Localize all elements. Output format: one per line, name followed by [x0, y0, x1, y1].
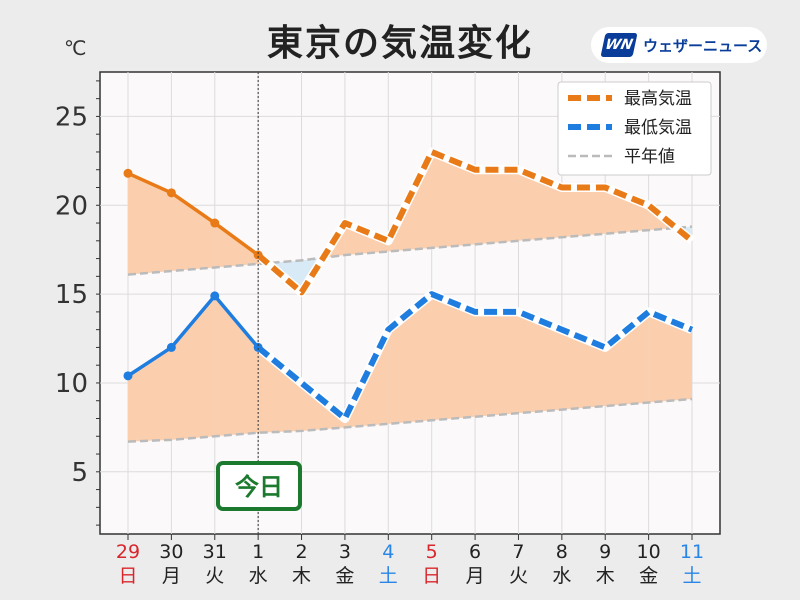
x-tick-day: 日: [422, 565, 441, 587]
x-tick-day: 火: [205, 565, 224, 587]
x-tick-date: 1: [252, 541, 264, 563]
low-above-normal-fill: [171, 295, 215, 440]
today-badge-label: 今日: [235, 473, 283, 501]
low-above-normal-fill: [561, 329, 606, 410]
low-above-normal-fill: [128, 347, 172, 442]
high-above-normal-fill: [605, 187, 649, 234]
x-tick-day: 木: [292, 565, 311, 587]
max-temp-point: [210, 218, 220, 228]
x-tick-day: 金: [335, 565, 354, 587]
x-tick-day: 土: [682, 565, 701, 587]
x-tick-date: 7: [512, 541, 524, 563]
x-tick-day: 金: [639, 565, 658, 587]
min-temp-point: [166, 342, 176, 352]
high-above-normal-fill: [171, 192, 215, 272]
high-above-normal-fill: [431, 151, 476, 248]
high-above-normal-fill: [475, 169, 519, 245]
max-temp-observed-line: [127, 171, 260, 257]
max-temp-point: [253, 250, 263, 260]
x-tick-date: 3: [339, 541, 351, 563]
today-badge-box: [216, 461, 302, 511]
min-temp-forecast-line: [256, 291, 694, 422]
x-tick-date: 29: [116, 541, 140, 563]
x-tick-day: 木: [596, 565, 615, 587]
high-above-normal-fill: [561, 187, 606, 238]
y-tick-label: 15: [55, 280, 88, 310]
low-above-normal-fill: [431, 294, 476, 421]
low-above-normal-fill: [518, 311, 562, 414]
y-tick-label: 25: [55, 102, 88, 132]
low-above-normal-fill: [605, 311, 649, 407]
x-tick-date: 4: [382, 541, 394, 563]
weathernews-logo: WN ウェザーニュース: [591, 27, 767, 63]
low-above-normal-fill: [214, 295, 259, 437]
legend-label: 最低気温: [624, 118, 692, 138]
x-tick-date: 10: [637, 541, 661, 563]
x-tick-date: 5: [426, 541, 438, 563]
y-tick-label: 5: [71, 458, 88, 488]
x-tick-date: 11: [680, 541, 704, 563]
x-tick-day: 水: [552, 565, 571, 587]
x-tick-date: 2: [295, 541, 307, 563]
y-tick-label: 20: [55, 191, 88, 221]
x-tick-day: 日: [118, 565, 137, 587]
legend-box: [557, 81, 712, 176]
max-temp-point: [166, 188, 176, 198]
high-above-normal-fill: [214, 223, 259, 268]
today-badge: 今日: [216, 461, 302, 511]
x-tick-day: 月: [466, 565, 485, 587]
x-tick-date: 30: [159, 541, 183, 563]
normal-high-line: [127, 225, 693, 276]
max-temp-point: [123, 168, 133, 178]
chart-title: 東京の気温変化: [266, 23, 533, 64]
high-above-normal-fill: [128, 173, 172, 275]
max-temp-forecast-line: [256, 148, 694, 296]
min-temp-point: [253, 342, 263, 352]
low-above-normal-fill: [648, 311, 692, 403]
legend-label: 平年値: [624, 147, 675, 167]
x-tick-date: 8: [556, 541, 568, 563]
low-above-normal-fill: [475, 311, 519, 417]
legend-label: 最高気温: [624, 89, 692, 109]
y-tick-label: 10: [55, 369, 88, 399]
min-temp-observed-line: [127, 294, 260, 378]
x-tick-date: 9: [599, 541, 611, 563]
series-lines: [123, 147, 695, 423]
min-temp-point: [123, 371, 133, 381]
normal-lines: [127, 225, 693, 443]
min-temp-point: [210, 291, 220, 301]
x-tick-day: 水: [249, 565, 268, 587]
y-ticks: 5 10 15 20 25: [55, 102, 88, 487]
x-tick-day: 火: [509, 565, 528, 587]
x-tick-date: 6: [469, 541, 481, 563]
x-tick-day: 月: [162, 565, 181, 587]
low-above-normal-fill: [258, 347, 302, 433]
x-tick-day: 土: [379, 565, 398, 587]
y-axis-unit: ℃: [64, 36, 87, 60]
x-tick-date: 31: [203, 541, 227, 563]
logo-text: ウェザーニュース: [643, 36, 763, 55]
normal-low-line: [127, 397, 693, 443]
